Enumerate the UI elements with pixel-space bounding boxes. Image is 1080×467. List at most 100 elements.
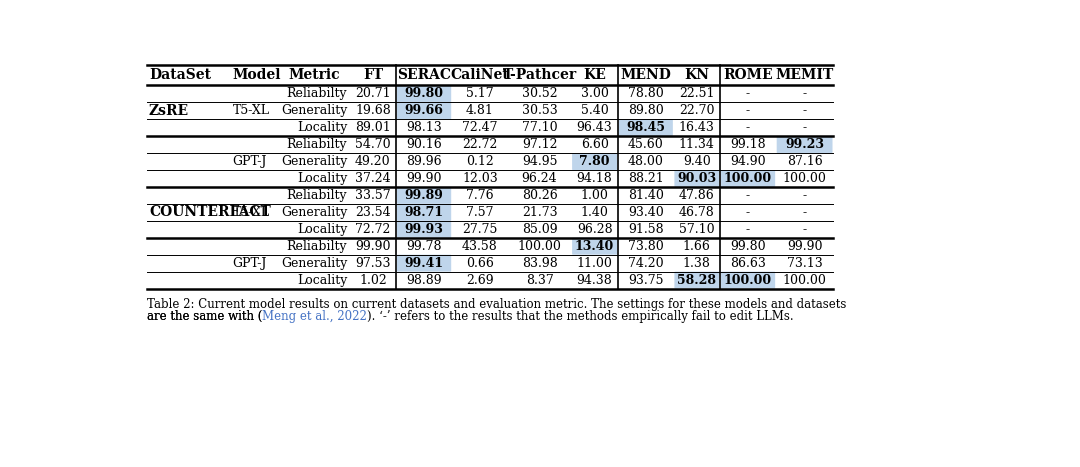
- Text: -: -: [746, 121, 751, 134]
- Text: 99.66: 99.66: [405, 104, 444, 117]
- Text: 100.00: 100.00: [724, 172, 772, 185]
- Text: 91.58: 91.58: [627, 223, 663, 236]
- Text: Generality: Generality: [281, 257, 348, 269]
- Text: 74.20: 74.20: [627, 257, 663, 269]
- Text: 98.71: 98.71: [405, 206, 444, 219]
- FancyBboxPatch shape: [572, 153, 617, 170]
- Text: Locality: Locality: [297, 121, 348, 134]
- Text: 23.54: 23.54: [355, 206, 391, 219]
- Text: 100.00: 100.00: [517, 240, 562, 253]
- FancyBboxPatch shape: [397, 204, 451, 221]
- Text: 99.23: 99.23: [785, 138, 824, 151]
- FancyBboxPatch shape: [777, 136, 833, 153]
- Text: 9.40: 9.40: [683, 155, 711, 168]
- Text: ). ‘-’ refers to the results that the methods empirically fail to edit LLMs.: ). ‘-’ refers to the results that the me…: [367, 310, 794, 323]
- Text: 72.47: 72.47: [462, 121, 498, 134]
- Text: Generality: Generality: [281, 155, 348, 168]
- Text: 94.18: 94.18: [577, 172, 612, 185]
- Text: Reliabilty: Reliabilty: [286, 138, 348, 151]
- Text: Reliabilty: Reliabilty: [286, 189, 348, 202]
- Text: 97.53: 97.53: [355, 257, 391, 269]
- Text: 83.98: 83.98: [522, 257, 557, 269]
- Text: 73.80: 73.80: [627, 240, 663, 253]
- Text: 54.70: 54.70: [355, 138, 391, 151]
- Text: COUNTERFACT: COUNTERFACT: [149, 205, 271, 219]
- FancyBboxPatch shape: [721, 272, 775, 289]
- Text: 22.51: 22.51: [679, 87, 715, 100]
- Text: 96.28: 96.28: [577, 223, 612, 236]
- Text: 13.40: 13.40: [575, 240, 615, 253]
- Text: 3.00: 3.00: [581, 87, 608, 100]
- Text: 100.00: 100.00: [783, 172, 826, 185]
- Text: 8.37: 8.37: [526, 274, 553, 287]
- Text: 33.57: 33.57: [355, 189, 391, 202]
- FancyBboxPatch shape: [397, 102, 451, 119]
- Text: 97.12: 97.12: [522, 138, 557, 151]
- Text: CaliNet: CaliNet: [450, 68, 510, 82]
- Text: 1.00: 1.00: [581, 189, 608, 202]
- Text: 90.03: 90.03: [677, 172, 716, 185]
- Text: GPT-J: GPT-J: [232, 257, 267, 269]
- Text: 100.00: 100.00: [783, 274, 826, 287]
- Text: ZsRE: ZsRE: [149, 104, 189, 118]
- Text: 1.38: 1.38: [683, 257, 711, 269]
- Text: 30.52: 30.52: [522, 87, 557, 100]
- FancyBboxPatch shape: [619, 119, 673, 136]
- Text: 22.72: 22.72: [462, 138, 498, 151]
- Text: 11.00: 11.00: [577, 257, 612, 269]
- Text: 49.20: 49.20: [355, 155, 391, 168]
- Text: 99.93: 99.93: [405, 223, 444, 236]
- Text: 99.90: 99.90: [406, 172, 442, 185]
- Text: 89.01: 89.01: [355, 121, 391, 134]
- Text: KE: KE: [583, 68, 606, 82]
- Text: 27.75: 27.75: [462, 223, 498, 236]
- Text: -: -: [802, 121, 807, 134]
- Text: 99.80: 99.80: [405, 87, 444, 100]
- Text: Generality: Generality: [281, 206, 348, 219]
- Text: 89.80: 89.80: [627, 104, 663, 117]
- Text: 5.17: 5.17: [467, 87, 494, 100]
- Text: FT: FT: [363, 68, 383, 82]
- Text: 77.10: 77.10: [522, 121, 557, 134]
- Text: ROME: ROME: [724, 68, 773, 82]
- Text: 86.63: 86.63: [730, 257, 766, 269]
- Text: 7.57: 7.57: [467, 206, 494, 219]
- Text: MEMIT: MEMIT: [775, 68, 834, 82]
- Text: 72.72: 72.72: [355, 223, 391, 236]
- Text: 46.78: 46.78: [679, 206, 715, 219]
- Text: 85.09: 85.09: [522, 223, 557, 236]
- FancyBboxPatch shape: [397, 187, 451, 204]
- Text: 5.40: 5.40: [581, 104, 608, 117]
- Text: 99.90: 99.90: [787, 240, 822, 253]
- Text: 89.96: 89.96: [406, 155, 442, 168]
- Text: 96.24: 96.24: [522, 172, 557, 185]
- FancyBboxPatch shape: [397, 221, 451, 238]
- Text: -: -: [746, 206, 751, 219]
- Text: DataSet: DataSet: [149, 68, 211, 82]
- Text: 47.86: 47.86: [679, 189, 715, 202]
- Text: Locality: Locality: [297, 172, 348, 185]
- Text: Generality: Generality: [281, 104, 348, 117]
- Text: 88.21: 88.21: [627, 172, 663, 185]
- Text: 58.28: 58.28: [677, 274, 716, 287]
- Text: MEND: MEND: [620, 68, 671, 82]
- Text: GPT-J: GPT-J: [232, 155, 267, 168]
- Text: 99.41: 99.41: [405, 257, 444, 269]
- FancyBboxPatch shape: [397, 255, 451, 272]
- Text: 73.13: 73.13: [786, 257, 823, 269]
- Text: 80.26: 80.26: [522, 189, 557, 202]
- Text: 37.24: 37.24: [355, 172, 391, 185]
- FancyBboxPatch shape: [572, 238, 617, 255]
- Text: 19.68: 19.68: [355, 104, 391, 117]
- Text: -: -: [746, 223, 751, 236]
- Text: 1.02: 1.02: [359, 274, 387, 287]
- Text: 78.80: 78.80: [627, 87, 663, 100]
- Text: 0.66: 0.66: [465, 257, 494, 269]
- Text: 99.89: 99.89: [405, 189, 444, 202]
- Text: 93.40: 93.40: [627, 206, 663, 219]
- Text: Table 2: Current model results on current datasets and evaluation metric. The se: Table 2: Current model results on curren…: [147, 298, 846, 311]
- Text: 12.03: 12.03: [462, 172, 498, 185]
- Text: 98.45: 98.45: [626, 121, 665, 134]
- Text: 98.13: 98.13: [406, 121, 442, 134]
- Text: 90.16: 90.16: [406, 138, 442, 151]
